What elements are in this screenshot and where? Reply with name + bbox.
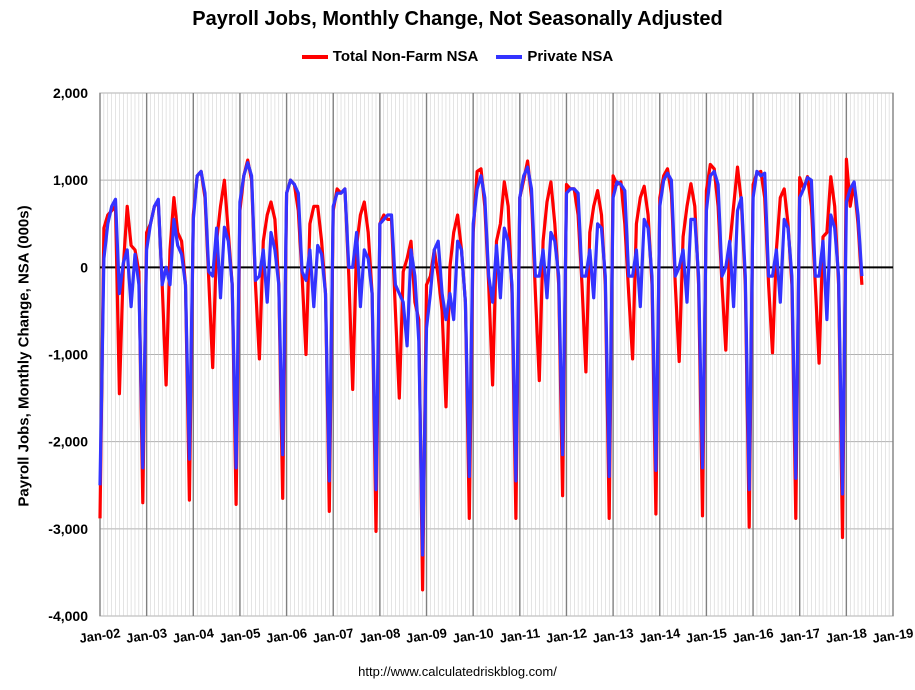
y-tick-label: 0: [80, 259, 88, 275]
private-series-line: [98, 161, 864, 557]
y-tick-label: -2,000: [48, 434, 88, 450]
x-tick-label: Jan-02: [78, 625, 121, 646]
y-tick-label: 1,000: [53, 172, 88, 188]
y-axis-label: Payroll Jobs, Monthly Change, NSA (000s): [15, 205, 33, 507]
y-tick-label: 2,000: [53, 85, 88, 101]
legend-swatch-total: [301, 54, 328, 59]
legend-item-total: Total Non-Farm NSA: [301, 48, 479, 65]
legend-label-private: Private NSA: [527, 48, 614, 65]
x-tick-label: Jan-05: [218, 625, 261, 646]
x-tick-label: Jan-10: [452, 625, 495, 646]
source-credit: http://www.calculatedriskblog.com/: [358, 664, 557, 679]
x-tick-label: Jan-03: [125, 625, 168, 646]
legend: Total Non-Farm NSA Private NSA: [0, 48, 915, 65]
x-tick-label: Jan-17: [778, 625, 821, 646]
x-tick-label: Jan-19: [871, 625, 914, 646]
legend-swatch-private: [496, 54, 523, 59]
x-tick-label: Jan-18: [825, 625, 868, 646]
total-nonfarm-series-line: [98, 157, 864, 592]
x-tick-label: Jan-15: [685, 625, 728, 646]
y-tick-label: -4,000: [48, 608, 88, 624]
x-tick-label: Jan-09: [405, 625, 448, 646]
x-tick-label: Jan-12: [545, 625, 588, 646]
x-tick-label: Jan-16: [732, 625, 775, 646]
y-tick-label: -3,000: [48, 521, 88, 537]
x-tick-label: Jan-06: [265, 625, 308, 646]
x-tick-label: Jan-07: [312, 625, 355, 646]
x-tick-label: Jan-11: [499, 625, 541, 645]
x-tick-label: Jan-04: [172, 625, 216, 646]
x-tick-label: Jan-14: [638, 625, 682, 646]
x-tick-label: Jan-13: [592, 625, 635, 646]
legend-item-private: Private NSA: [496, 48, 613, 65]
chart-title: Payroll Jobs, Monthly Change, Not Season…: [192, 8, 723, 30]
y-tick-label: -1,000: [48, 347, 88, 363]
x-tick-label: Jan-08: [358, 625, 401, 646]
legend-label-total: Total Non-Farm NSA: [332, 48, 479, 65]
